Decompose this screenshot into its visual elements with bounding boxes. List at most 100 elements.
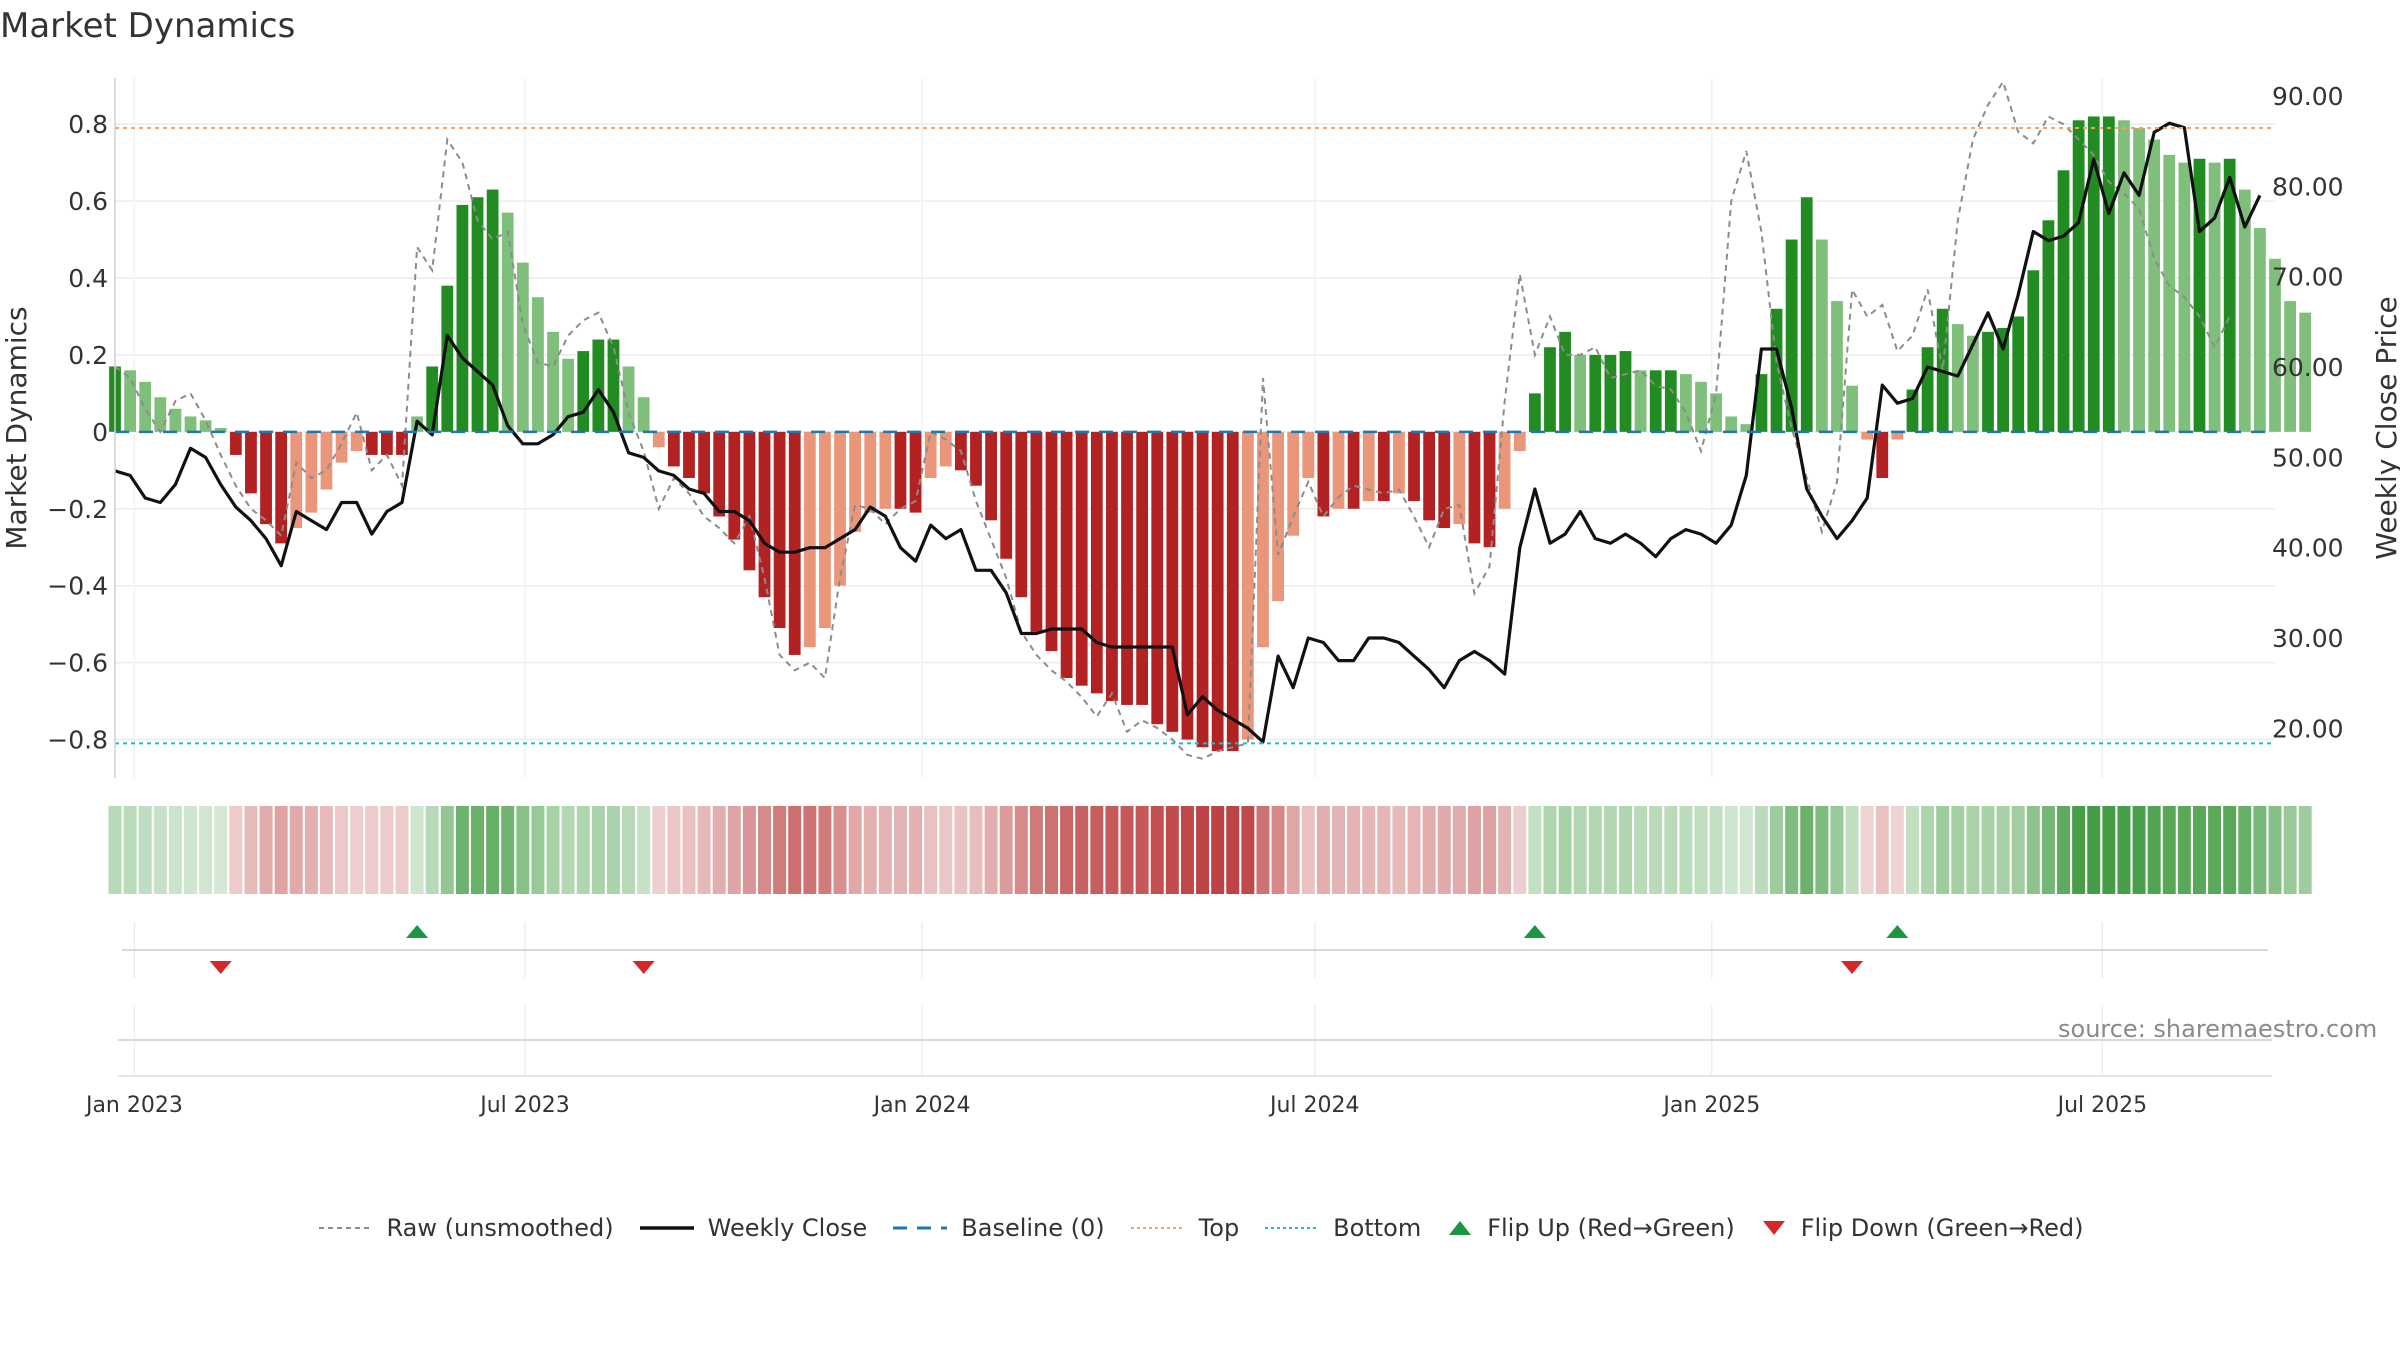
regime-cell: [576, 806, 590, 894]
bar: [1513, 431, 1526, 452]
regime-cell: [1075, 806, 1089, 894]
bar: [154, 397, 167, 432]
bar: [1302, 431, 1315, 478]
bar: [1317, 431, 1330, 517]
regime-cell: [1649, 806, 1663, 894]
bar: [124, 370, 136, 432]
bar: [532, 297, 544, 432]
bar: [1211, 431, 1224, 752]
regime-cell: [289, 806, 303, 894]
regime-cell: [1785, 806, 1799, 894]
regime-cell: [2087, 806, 2101, 894]
bar: [1800, 197, 1813, 432]
regime-cell: [1618, 806, 1632, 894]
bar: [547, 331, 559, 432]
bar: [1710, 393, 1723, 432]
bar: [985, 431, 997, 521]
regime-cell: [1301, 806, 1315, 894]
bar: [2102, 116, 2115, 432]
regime-cell: [1996, 806, 2010, 894]
bar: [834, 431, 846, 586]
regime-cell: [168, 806, 182, 894]
regime-cell: [1603, 806, 1617, 894]
regime-cell: [1770, 806, 1784, 894]
regime-cell: [1014, 806, 1028, 894]
grid: [115, 78, 2275, 778]
bar: [441, 285, 454, 432]
regime-cell: [1347, 806, 1361, 894]
y2-tick-label: 40.00: [2272, 534, 2344, 563]
y-tick-label: −0.6: [47, 649, 108, 678]
bar: [1861, 431, 1874, 440]
legend: Raw (unsmoothed) Weekly Close Baseline (…: [0, 1208, 2400, 1248]
bar: [924, 431, 937, 478]
regime-cell: [591, 806, 605, 894]
regime-cell: [1407, 806, 1421, 894]
y2-tick-label: 80.00: [2272, 172, 2344, 201]
regime-cell: [561, 806, 575, 894]
regime-cell: [2253, 806, 2267, 894]
bar: [1045, 431, 1058, 652]
regime-cell: [2011, 806, 2025, 894]
bar: [1272, 431, 1284, 602]
regime-cell: [1226, 806, 1240, 894]
regime-cell: [1256, 806, 1270, 894]
bar: [879, 431, 892, 509]
regime-cell: [1211, 806, 1225, 894]
bottom-panel: Jan 2023 Jul 2023 Jan 2024 Jul 2024 Jan 2025…: [84, 1005, 2272, 1118]
bar: [245, 431, 257, 494]
regime-cell: [1951, 806, 1965, 894]
regime-cell: [1271, 806, 1285, 894]
regime-cell: [1543, 806, 1557, 894]
bar: [2148, 139, 2161, 432]
bar: [819, 431, 831, 628]
bar: [592, 339, 605, 432]
regime-cell: [637, 806, 651, 894]
bar: [788, 431, 801, 655]
x-tick-label: Jan 2024: [872, 1093, 971, 1118]
regime-cell: [1921, 806, 1935, 894]
regime-cell: [471, 806, 485, 894]
bar: [1030, 431, 1043, 632]
y-tick-label: −0.8: [47, 726, 108, 755]
regime-cell: [1664, 806, 1678, 894]
bar: [290, 431, 303, 528]
bar: [1559, 331, 1571, 432]
y2-tick-label: 70.00: [2272, 263, 2344, 292]
bar: [335, 431, 348, 463]
legend-label: Bottom: [1333, 1214, 1422, 1242]
bar: [1725, 416, 1738, 432]
regime-cell: [2072, 806, 2086, 894]
chart-title: Market Dynamics: [0, 6, 296, 46]
bar: [743, 431, 756, 571]
bar: [1921, 347, 1934, 432]
bar: [1075, 431, 1088, 686]
bar: [2057, 170, 2070, 432]
bar: [1604, 354, 1617, 432]
bar: [305, 431, 318, 513]
bar: [1680, 374, 1692, 432]
regime-cell: [2147, 806, 2161, 894]
bar: [1181, 431, 1194, 740]
bar: [380, 431, 393, 455]
bar: [1060, 431, 1073, 678]
regime-strip: [108, 806, 2312, 894]
y-tick-label: 0.6: [68, 187, 108, 216]
legend-label: Top: [1198, 1214, 1240, 1242]
regime-cell: [893, 806, 907, 894]
regime-cell: [1845, 806, 1859, 894]
regime-cell: [123, 806, 137, 894]
regime-cell: [1573, 806, 1587, 894]
bar: [1377, 431, 1390, 502]
bar: [1785, 239, 1798, 432]
bar: [1846, 385, 1858, 432]
bar: [1226, 431, 1239, 752]
regime-cell: [440, 806, 454, 894]
bar: [1166, 431, 1179, 732]
bar: [396, 431, 408, 455]
y2-axis-label: Weekly Close Price: [2370, 296, 2400, 559]
bar: [1287, 431, 1300, 536]
bar: [1090, 431, 1103, 694]
regime-cell: [486, 806, 500, 894]
